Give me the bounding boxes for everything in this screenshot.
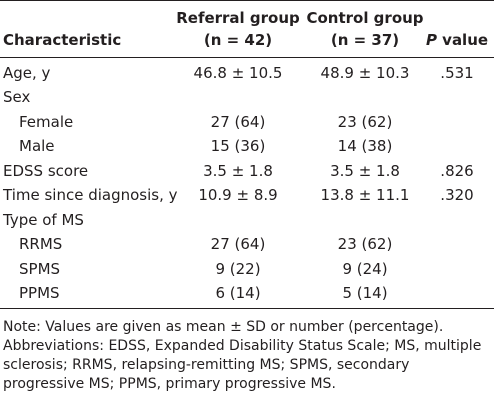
row-referral: 27 (64) [210, 113, 266, 131]
row-label: EDSS score [3, 162, 89, 180]
header-referral-n: (n = 42) [203, 31, 273, 49]
header-characteristic: Characteristic [3, 31, 122, 49]
row-control: 9 (24) [342, 260, 388, 278]
row-control: 14 (38) [337, 137, 393, 155]
table-bottom-rule [0, 308, 494, 309]
row-label: Female [19, 113, 74, 131]
row-label: Age, y [3, 64, 51, 82]
table-top-rule [0, 0, 494, 1]
table-footnote: Note: Values are given as mean ± SD or n… [3, 318, 491, 394]
row-p-value: .320 [440, 186, 474, 204]
row-control: 23 (62) [337, 113, 393, 131]
header-p-rest: value [436, 31, 489, 49]
row-label: PPMS [19, 284, 60, 302]
row-referral: 6 (14) [215, 284, 261, 302]
row-referral: 15 (36) [210, 137, 266, 155]
row-control: 23 (62) [337, 235, 393, 253]
row-p-value: .826 [440, 162, 474, 180]
header-control-n: (n = 37) [330, 31, 400, 49]
header-bottom-rule [0, 57, 494, 58]
header-referral-group: Referral group [176, 9, 300, 27]
header-p-italic: P [425, 31, 437, 49]
row-label: RRMS [19, 235, 63, 253]
row-label: Type of MS [3, 211, 84, 229]
row-p-value: .531 [440, 64, 474, 82]
row-control: 3.5 ± 1.8 [330, 162, 400, 180]
row-control: 13.8 ± 11.1 [320, 186, 410, 204]
row-referral: 9 (22) [215, 260, 261, 278]
footnote-values: Note: Values are given as mean ± SD or n… [3, 319, 444, 335]
header-p-value: P value [425, 31, 489, 50]
header-control-group: Control group [306, 9, 424, 27]
row-control: 5 (14) [342, 284, 388, 302]
row-label: Male [19, 137, 55, 155]
row-label: SPMS [19, 260, 61, 278]
footnote-abbreviations: Abbreviations: EDSS, Expanded Disability… [3, 338, 482, 392]
row-label: Sex [3, 88, 31, 106]
row-referral: 46.8 ± 10.5 [193, 64, 283, 82]
row-label: Time since diagnosis, y [3, 186, 178, 204]
row-referral: 27 (64) [210, 235, 266, 253]
row-control: 48.9 ± 10.3 [320, 64, 410, 82]
row-referral: 10.9 ± 8.9 [198, 186, 278, 204]
row-referral: 3.5 ± 1.8 [203, 162, 273, 180]
